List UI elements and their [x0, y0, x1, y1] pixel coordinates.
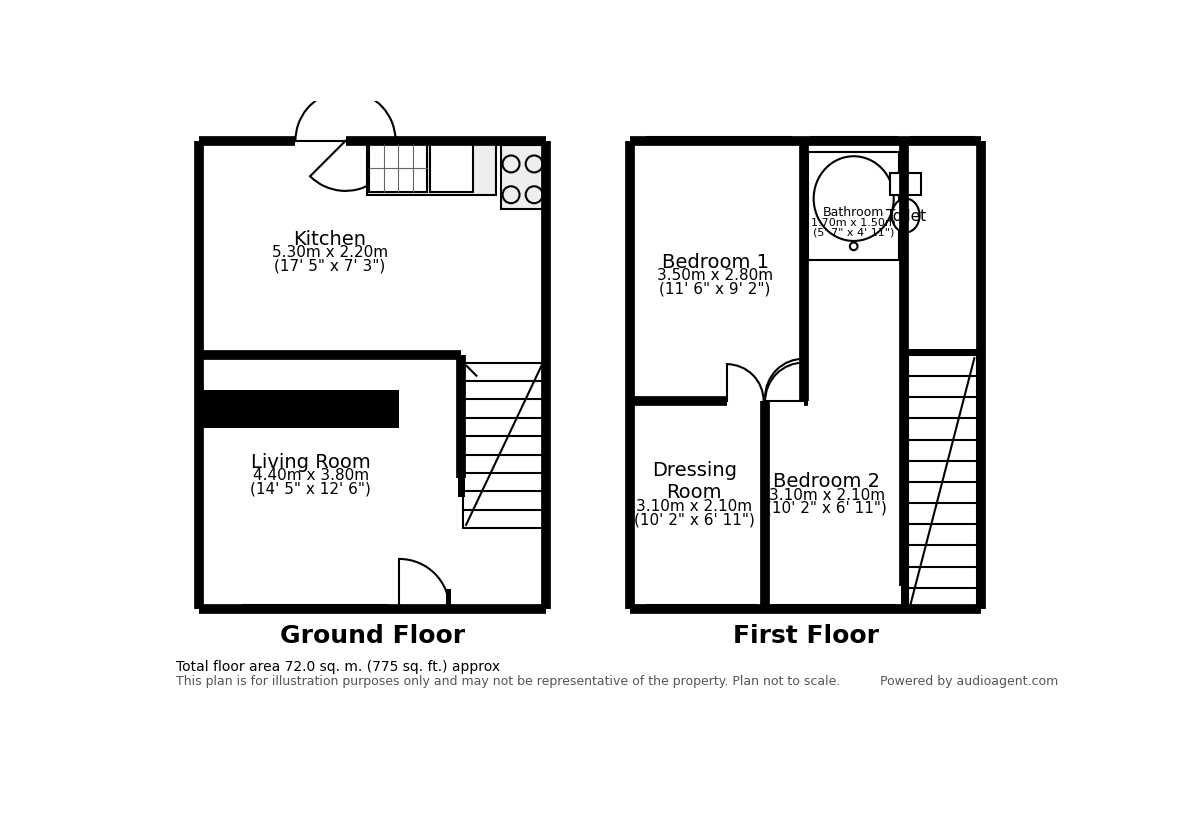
Text: 1.70m x 1.50m: 1.70m x 1.50m [811, 218, 896, 228]
Bar [458, 459, 464, 478]
Bar [463, 363, 544, 528]
Text: Powered by audioagent.com: Powered by audioagent.com [880, 675, 1057, 687]
Text: First Floor: First Floor [732, 624, 878, 648]
Text: Toilet: Toilet [886, 209, 925, 223]
Bar [901, 349, 907, 609]
Text: This plan is for illustration purposes only and may not be representative of the: This plan is for illustration purposes o… [176, 675, 840, 687]
Text: Bathroom: Bathroom [823, 206, 884, 219]
Text: Bedroom 2: Bedroom 2 [773, 472, 881, 491]
Bar [890, 173, 922, 195]
Text: Dressing
Room: Dressing Room [652, 461, 737, 502]
Text: Bedroom 1: Bedroom 1 [661, 253, 769, 272]
Bar [445, 589, 451, 612]
Bar [367, 141, 496, 195]
Ellipse shape [892, 198, 919, 233]
Text: 5.30m x 2.20m: 5.30m x 2.20m [272, 245, 388, 260]
Text: Kitchen: Kitchen [294, 230, 367, 249]
Text: Ground Floor: Ground Floor [280, 624, 466, 648]
Text: (10' 2" x 6' 11"): (10' 2" x 6' 11") [634, 512, 755, 528]
Text: (17' 5" x 7' 3"): (17' 5" x 7' 3") [275, 258, 385, 273]
Text: 4.40m x 3.80m: 4.40m x 3.80m [253, 468, 368, 483]
Bar [646, 135, 792, 144]
Bar [773, 604, 896, 613]
Bar [809, 152, 899, 260]
Text: (11' 6" x 9' 2"): (11' 6" x 9' 2") [660, 281, 770, 297]
Bar [370, 144, 427, 192]
Text: (5' 7" x 4' 11"): (5' 7" x 4' 11") [814, 228, 894, 238]
Bar [910, 135, 974, 144]
Text: 3.10m x 2.10m: 3.10m x 2.10m [769, 487, 884, 502]
Bar [431, 144, 473, 192]
Bar [458, 478, 464, 497]
Bar [901, 401, 907, 407]
Bar [646, 604, 757, 613]
Bar [241, 604, 388, 612]
Text: Total floor area 72.0 sq. m. (775 sq. ft.) approx: Total floor area 72.0 sq. m. (775 sq. ft… [176, 660, 500, 675]
Bar [502, 145, 544, 208]
Text: (14' 5" x 12' 6"): (14' 5" x 12' 6") [251, 481, 371, 496]
Ellipse shape [814, 156, 894, 241]
Bar [907, 349, 977, 354]
Text: Living Room: Living Room [251, 454, 371, 472]
Bar [810, 135, 898, 144]
Text: (10' 2" x 6' 11"): (10' 2" x 6' 11") [767, 501, 887, 516]
Text: 3.50m x 2.80m: 3.50m x 2.80m [658, 268, 773, 283]
Text: 3.10m x 2.10m: 3.10m x 2.10m [636, 499, 752, 514]
Bar [199, 390, 400, 428]
Bar [907, 354, 977, 609]
